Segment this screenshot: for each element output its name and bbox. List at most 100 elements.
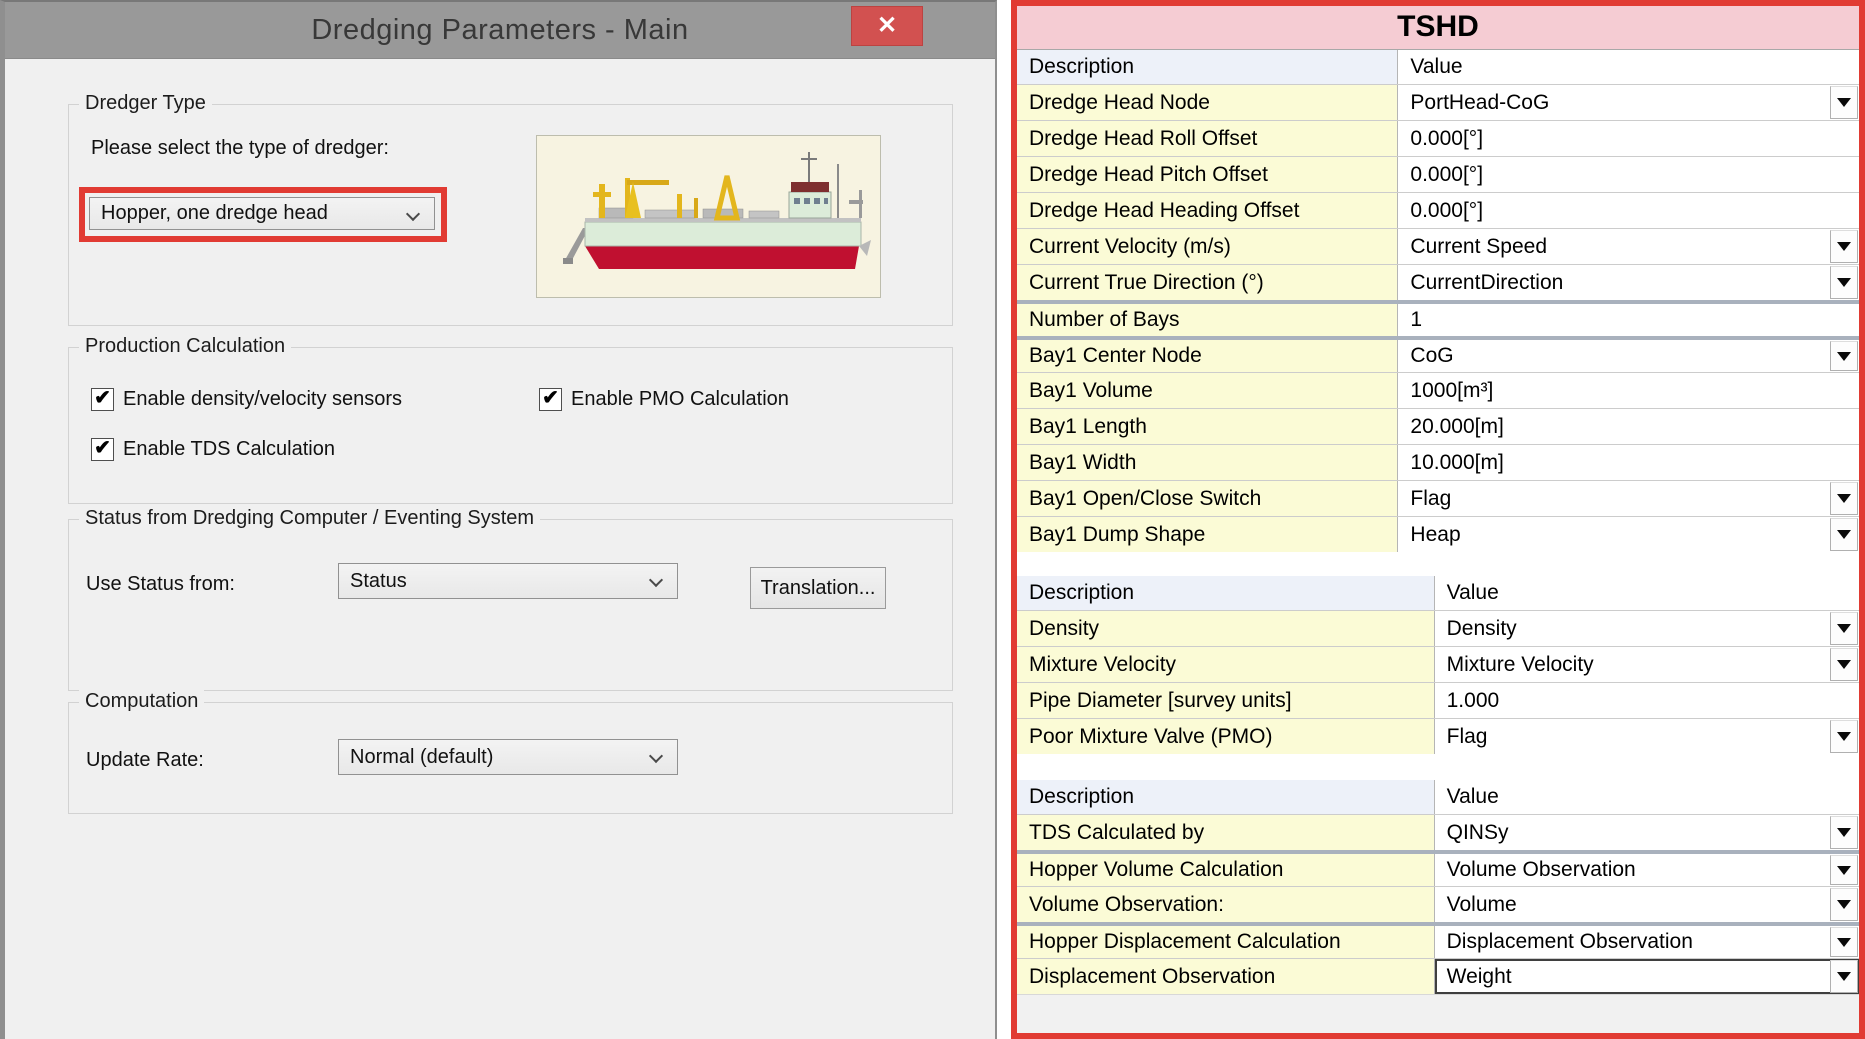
row-description-cell: Hopper Displacement Calculation [1017, 926, 1435, 958]
row-value-cell[interactable]: 0.000[°] [1398, 157, 1859, 192]
row-value-cell[interactable]: PortHead-CoG [1398, 85, 1859, 120]
row-value-cell[interactable]: 0.000[°] [1398, 121, 1859, 156]
dredging-parameters-dialog: Dredging Parameters - Main ✕ Dredger Typ… [0, 0, 997, 1039]
table-row: Dredge Head Roll Offset 0.000[°] [1017, 120, 1859, 156]
dropdown-button[interactable] [1830, 855, 1858, 885]
checkbox-label: Enable density/velocity sensors [123, 388, 403, 410]
row-value-cell[interactable]: Heap [1398, 517, 1859, 552]
row-value-text: 1 [1410, 308, 1423, 331]
row-value-text: 1000[m³] [1410, 378, 1494, 402]
dropdown-button[interactable] [1830, 888, 1858, 921]
dialog-title: Dredging Parameters - Main [311, 14, 689, 46]
row-value-cell[interactable]: Mixture Velocity [1434, 647, 1859, 682]
row-value-cell[interactable]: 1.000 [1434, 683, 1859, 718]
row-value-text: 0.000[°] [1410, 162, 1484, 186]
table-row: Number of Bays 1 [1017, 300, 1859, 336]
update-rate-label: Update Rate: [86, 749, 204, 771]
dropdown-button[interactable] [1830, 86, 1858, 119]
dredger-type-dropdown[interactable]: Hopper, one dredge head [89, 197, 435, 230]
column-header-value: Value [1434, 780, 1859, 814]
table-row: Bay1 Width 10.000[m] [1017, 444, 1859, 480]
checkbox-pmo-calculation[interactable]: ✔ Enable PMO Calculation [539, 388, 789, 411]
row-description-cell: Current Velocity (m/s) [1017, 229, 1399, 264]
row-value-cell[interactable]: 20.000[m] [1398, 409, 1859, 444]
dropdown-arrow-icon [1837, 937, 1851, 947]
checkbox-density-velocity[interactable]: ✔ Enable density/velocity sensors [91, 388, 402, 411]
dropdown-button[interactable] [1830, 720, 1858, 753]
section-header-row: Description Value [1017, 50, 1859, 84]
dropdown-button[interactable] [1830, 648, 1858, 681]
row-description-cell: Mixture Velocity [1017, 647, 1435, 682]
translation-button[interactable]: Translation... [750, 567, 886, 609]
row-value-text: Current Speed [1410, 234, 1548, 258]
dredger-illustration-svg [537, 136, 880, 297]
row-value-cell[interactable]: QINSy [1434, 815, 1859, 850]
row-value-cell[interactable]: Flag [1398, 481, 1859, 516]
row-value-cell[interactable]: Volume [1434, 887, 1859, 922]
dropdown-arrow-icon [1837, 351, 1851, 361]
dropdown-arrow-icon [1837, 98, 1851, 107]
update-rate-dropdown[interactable]: Normal (default) [338, 739, 678, 775]
group-computation: Computation Update Rate: Normal (default… [68, 690, 953, 814]
chevron-down-icon [648, 572, 664, 588]
row-value-cell[interactable]: Weight [1434, 959, 1859, 994]
dropdown-arrow-icon [1837, 900, 1851, 909]
table-row: Displacement Observation Weight [1017, 958, 1859, 994]
dropdown-button[interactable] [1830, 266, 1858, 299]
dropdown-button[interactable] [1830, 482, 1858, 515]
row-description-cell: Bay1 Dump Shape [1017, 517, 1399, 552]
table-row: Density Density [1017, 610, 1859, 646]
dropdown-arrow-icon [1837, 530, 1851, 539]
row-value-cell[interactable]: 1000[m³] [1398, 373, 1859, 408]
dropdown-button[interactable] [1830, 518, 1858, 551]
row-value-text: Flag [1410, 486, 1452, 510]
row-value-text: 1.000 [1446, 688, 1500, 712]
dropdown-button[interactable] [1830, 341, 1858, 371]
dredger-type-highlight: Hopper, one dredge head [79, 187, 447, 242]
dropdown-button[interactable] [1830, 230, 1858, 263]
row-value-text: Heap [1410, 522, 1461, 546]
row-description-cell: Bay1 Center Node [1017, 340, 1399, 372]
dropdown-arrow-icon [1837, 828, 1851, 837]
table-row: Bay1 Dump Shape Heap [1017, 516, 1859, 552]
row-value-cell[interactable]: Flag [1434, 719, 1859, 754]
group-production-label: Production Calculation [79, 335, 292, 358]
dropdown-arrow-icon [1837, 278, 1851, 287]
row-description-cell: Dredge Head Roll Offset [1017, 121, 1399, 156]
row-value-cell[interactable]: Volume Observation [1434, 854, 1859, 886]
table-row: Dredge Head Node PortHead-CoG [1017, 84, 1859, 120]
dropdown-button[interactable] [1830, 816, 1858, 849]
dropdown-button[interactable] [1830, 927, 1858, 957]
row-value-cell[interactable]: Density [1434, 611, 1859, 646]
checkbox-label: Enable TDS Calculation [123, 438, 335, 460]
row-value-cell[interactable]: Current Speed [1398, 229, 1859, 264]
row-value-cell[interactable]: 0.000[°] [1398, 193, 1859, 228]
table-row: TDS Calculated by QINSy [1017, 814, 1859, 850]
close-button[interactable]: ✕ [851, 6, 923, 46]
tshd-title: TSHD [1017, 6, 1859, 50]
table-row: Current Velocity (m/s) Current Speed [1017, 228, 1859, 264]
row-value-text: 10.000[m] [1410, 450, 1504, 474]
table-row: Dredge Head Heading Offset 0.000[°] [1017, 192, 1859, 228]
row-value-cell[interactable]: CoG [1398, 340, 1859, 372]
checkbox-tds-calculation[interactable]: ✔ Enable TDS Calculation [91, 438, 335, 461]
row-description-cell: Bay1 Width [1017, 445, 1399, 480]
row-description-cell: Bay1 Length [1017, 409, 1399, 444]
row-description-cell: Hopper Volume Calculation [1017, 854, 1435, 886]
dropdown-arrow-icon [1837, 624, 1851, 633]
row-value-text: 0.000[°] [1410, 198, 1484, 222]
section-header-row: Description Value [1017, 780, 1859, 814]
table-row: Dredge Head Pitch Offset 0.000[°] [1017, 156, 1859, 192]
dropdown-button[interactable] [1830, 612, 1858, 645]
dropdown-button[interactable] [1830, 960, 1858, 993]
row-value-cell[interactable]: CurrentDirection [1398, 265, 1859, 300]
chevron-down-icon [405, 206, 421, 222]
row-value-cell[interactable]: 10.000[m] [1398, 445, 1859, 480]
dredger-type-dropdown-value: Hopper, one dredge head [101, 202, 328, 224]
row-value-text: CurrentDirection [1410, 270, 1564, 294]
row-value-cell[interactable]: Displacement Observation [1434, 926, 1859, 958]
row-value-cell[interactable]: 1 [1398, 304, 1859, 336]
status-dropdown[interactable]: Status [338, 563, 678, 599]
tshd-parameter-table: TSHD Description Value Dredge Head Node Por… [1011, 0, 1865, 1039]
dialog-titlebar[interactable]: Dredging Parameters - Main ✕ [5, 2, 995, 59]
